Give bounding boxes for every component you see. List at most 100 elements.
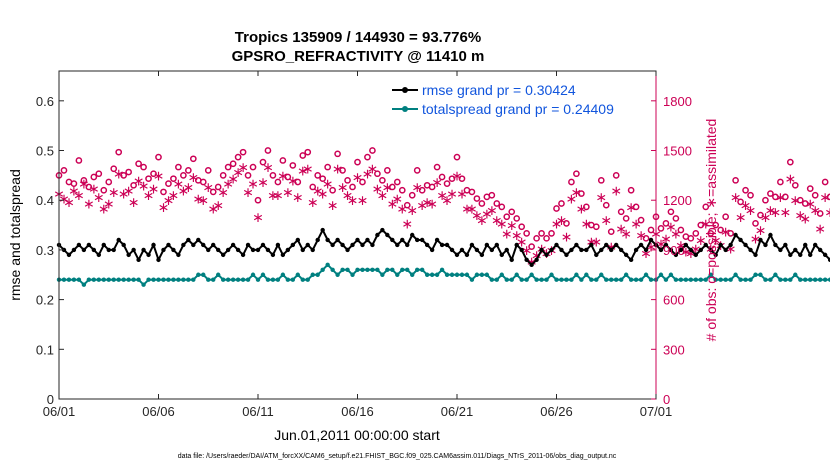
obs-possible-point (772, 193, 779, 201)
obs-possible-point (528, 243, 535, 250)
rmse-point (733, 232, 738, 238)
obs-possible-point (573, 170, 580, 178)
rmse-point (270, 252, 276, 258)
rmse-point (643, 247, 649, 253)
obs-possible-point (219, 172, 227, 179)
rmse-point (315, 237, 320, 243)
obs-possible-point (299, 152, 307, 159)
rmse-point (345, 247, 350, 253)
rmse-point (579, 247, 584, 253)
spread-point (559, 277, 564, 282)
y-tick-label-right: 1800 (663, 94, 692, 109)
obs-possible-point (801, 200, 809, 207)
obs-possible-point (453, 153, 461, 161)
obs-assimilated-point: ∗ (625, 199, 637, 215)
spread-point (300, 277, 305, 282)
rmse-point (360, 242, 365, 248)
spread-point (479, 272, 485, 277)
obs-possible-point (727, 229, 734, 237)
rmse-point (320, 227, 325, 233)
obs-possible-point (747, 191, 754, 199)
obs-assimilated-point: ∗ (794, 207, 806, 223)
obs-assimilated-point: ∗ (108, 184, 120, 200)
rmse-point (116, 237, 121, 243)
obs-possible-point (374, 170, 381, 178)
obs-assimilated-point: ∗ (720, 224, 732, 240)
obs-possible-point (388, 183, 396, 191)
spread-point (763, 277, 768, 282)
obs-assimilated-point: ∗ (327, 197, 339, 213)
rmse-point (176, 252, 181, 258)
spread-point (813, 277, 818, 282)
spread-point (484, 272, 490, 277)
obs-possible-point (513, 215, 521, 222)
spread-point (718, 277, 723, 282)
spread-point (250, 272, 256, 277)
obs-possible-point (722, 213, 730, 221)
rmse-point (126, 252, 131, 258)
obs-possible-point (767, 190, 774, 197)
rmse-point (245, 242, 251, 248)
spread-point (449, 272, 455, 277)
spread-point (738, 277, 743, 282)
obs-possible-point (786, 158, 794, 166)
obs-possible-point (145, 175, 152, 183)
obs-possible-point (428, 183, 436, 191)
obs-possible-point (175, 163, 182, 171)
obs-possible-point (826, 193, 830, 201)
spread-point (255, 277, 261, 282)
obs-possible-point (498, 203, 506, 211)
obs-assimilated-point: ∗ (496, 215, 508, 231)
rmse-point (285, 247, 291, 253)
y-tick-label-left: 0.5 (36, 144, 54, 159)
obs-assimilated-point: ∗ (381, 179, 393, 195)
obs-assimilated-point: ∗ (511, 227, 523, 243)
rmse-point (96, 252, 102, 258)
rmse-point (429, 247, 435, 253)
rmse-point (181, 242, 186, 248)
rmse-point (748, 247, 753, 253)
spread-point (658, 272, 664, 277)
obs-assimilated-point: ∗ (192, 191, 204, 207)
obs-assimilated-point: ∗ (247, 176, 259, 192)
obs-possible-point (488, 191, 496, 199)
obs-assimilated-point: ∗ (431, 174, 443, 190)
obs-assimilated-point: ∗ (600, 212, 612, 228)
rmse-point (191, 242, 196, 248)
axes-layer: 0 0.1 0.2 0.3 0.4 0.5 0.6 0 300 600 900 1200 1500 180… (36, 70, 692, 419)
spread-point (325, 262, 330, 268)
y-tick-label-left: 0.3 (36, 243, 54, 258)
obs-assimilated-point: ∗ (476, 212, 488, 228)
obs-assimilated-point: ∗ (292, 189, 304, 205)
obs-assimilated-point: ∗ (526, 254, 538, 270)
obs-assimilated-point: ∗ (755, 222, 767, 238)
rmse-point (220, 252, 226, 258)
obs-assimilated-point: ∗ (750, 230, 762, 246)
spread-point (459, 272, 465, 277)
spread-point (569, 277, 574, 282)
obs-possible-point (234, 153, 242, 161)
obs-possible-point (647, 226, 655, 234)
spread-point (330, 267, 335, 272)
obs-assimilated-point: ∗ (765, 202, 777, 218)
spread-point (181, 277, 186, 282)
rmse-point (310, 247, 315, 253)
spread-point (768, 277, 773, 282)
obs-possible-point (364, 153, 371, 161)
obs-assimilated-point: ∗ (73, 187, 85, 203)
rmse-point (808, 252, 813, 258)
obs-assimilated-point: ∗ (521, 242, 533, 258)
spread-point (539, 277, 544, 282)
obs-possible-point (433, 163, 441, 171)
spread-point (688, 277, 694, 282)
rmse-point (688, 247, 694, 253)
rmse-point (171, 247, 176, 253)
spread-point (201, 272, 206, 277)
obs-assimilated-point: ∗ (113, 166, 125, 182)
obs-assimilated-point: ∗ (347, 192, 359, 208)
obs-possible-point (204, 167, 212, 174)
rmse-point (365, 237, 370, 243)
obs-assimilated-point: ∗ (640, 245, 652, 261)
obs-possible-point (334, 150, 341, 158)
